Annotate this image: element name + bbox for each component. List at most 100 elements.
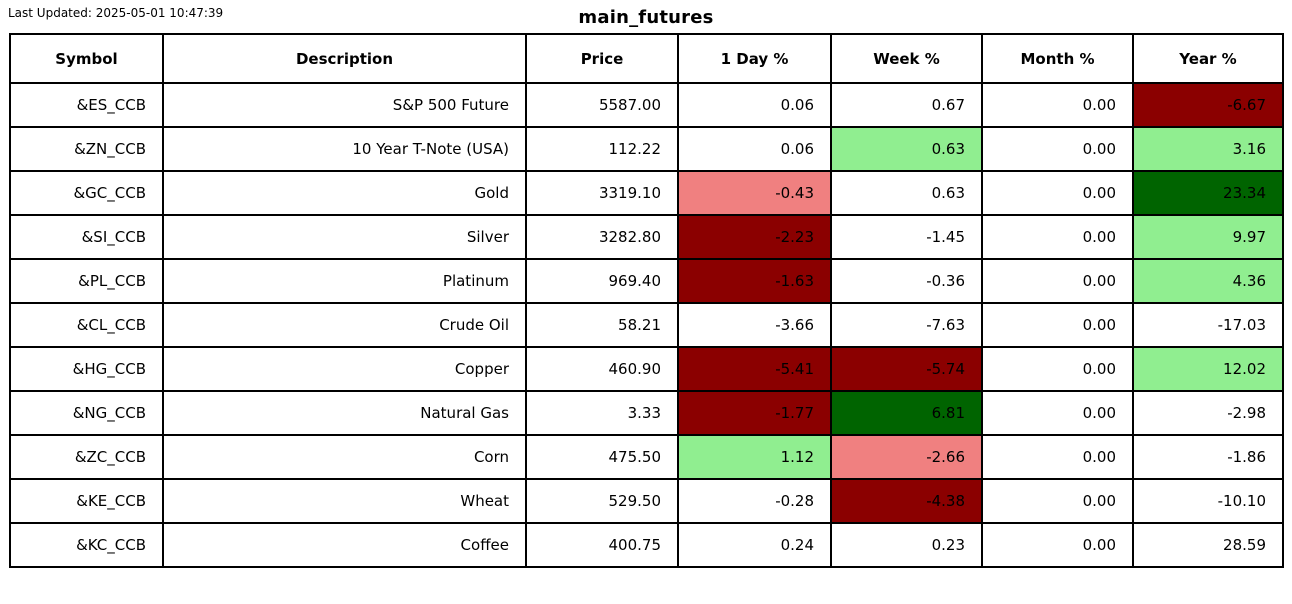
cell-day-pct: -2.23 [677,214,832,260]
cell-week-pct: -4.38 [830,478,983,524]
cell-symbol: &KE_CCB [9,478,164,524]
column-header-symbol: Symbol [9,33,164,84]
futures-table: Symbol Description Price 1 Day % Week % … [9,33,1284,568]
cell-week-pct: -5.74 [830,346,983,392]
cell-description: Platinum [162,258,527,304]
cell-day-pct: 1.12 [677,434,832,480]
cell-price: 3282.80 [525,214,679,260]
cell-month-pct: 0.00 [981,478,1134,524]
cell-description: 10 Year T-Note (USA) [162,126,527,172]
cell-month-pct: 0.00 [981,126,1134,172]
table-header: Symbol Description Price 1 Day % Week % … [9,33,1284,84]
topbar: Last Updated: 2025-05-01 10:47:39 main_f… [0,0,1292,33]
cell-year-pct: -2.98 [1132,390,1284,436]
column-header-day-pct: 1 Day % [677,33,832,84]
cell-day-pct: -3.66 [677,302,832,348]
cell-description: S&P 500 Future [162,82,527,128]
column-header-description: Description [162,33,527,84]
cell-day-pct: -1.63 [677,258,832,304]
cell-month-pct: 0.00 [981,346,1134,392]
cell-price: 5587.00 [525,82,679,128]
cell-month-pct: 0.00 [981,214,1134,260]
cell-symbol: &ZC_CCB [9,434,164,480]
cell-month-pct: 0.00 [981,434,1134,480]
cell-price: 58.21 [525,302,679,348]
cell-week-pct: 0.63 [830,126,983,172]
cell-month-pct: 0.00 [981,82,1134,128]
cell-year-pct: -10.10 [1132,478,1284,524]
cell-year-pct: 9.97 [1132,214,1284,260]
column-header-week-pct: Week % [830,33,983,84]
cell-description: Corn [162,434,527,480]
cell-day-pct: 0.24 [677,522,832,568]
cell-week-pct: -0.36 [830,258,983,304]
last-updated-label: Last Updated: 2025-05-01 10:47:39 [8,6,224,20]
cell-week-pct: 0.63 [830,170,983,216]
table-row: &KE_CCB Wheat 529.50 -0.28 -4.38 0.00 -10.10 [9,478,1284,524]
table-row: &ZN_CCB 10 Year T-Note (USA) 112.22 0.06 0.6… [9,126,1284,172]
cell-price: 400.75 [525,522,679,568]
table-row: &GC_CCB Gold 3319.10 -0.43 0.63 0.00 23.34 [9,170,1284,216]
cell-symbol: &ZN_CCB [9,126,164,172]
table-row: &KC_CCB Coffee 400.75 0.24 0.23 0.00 28.59 [9,522,1284,568]
cell-symbol: &NG_CCB [9,390,164,436]
table-row: &CL_CCB Crude Oil 58.21 -3.66 -7.63 0.00 -17.0… [9,302,1284,348]
cell-day-pct: -1.77 [677,390,832,436]
cell-price: 529.50 [525,478,679,524]
cell-symbol: &SI_CCB [9,214,164,260]
table-row: &ZC_CCB Corn 475.50 1.12 -2.66 0.00 -1.86 [9,434,1284,480]
cell-description: Coffee [162,522,527,568]
page-title: main_futures [578,7,714,28]
cell-month-pct: 0.00 [981,390,1134,436]
cell-price: 3.33 [525,390,679,436]
header-row: Symbol Description Price 1 Day % Week % … [9,33,1284,84]
cell-description: Wheat [162,478,527,524]
cell-week-pct: -7.63 [830,302,983,348]
cell-year-pct: 23.34 [1132,170,1284,216]
column-header-year-pct: Year % [1132,33,1284,84]
cell-description: Gold [162,170,527,216]
cell-year-pct: -17.03 [1132,302,1284,348]
cell-year-pct: 3.16 [1132,126,1284,172]
cell-description: Copper [162,346,527,392]
cell-price: 112.22 [525,126,679,172]
cell-week-pct: -1.45 [830,214,983,260]
cell-price: 3319.10 [525,170,679,216]
table-row: &ES_CCB S&P 500 Future 5587.00 0.06 0.67 0.00… [9,82,1284,128]
cell-year-pct: -1.86 [1132,434,1284,480]
cell-week-pct: 6.81 [830,390,983,436]
column-header-price: Price [525,33,679,84]
column-header-month-pct: Month % [981,33,1134,84]
table-body: &ES_CCB S&P 500 Future 5587.00 0.06 0.67 0.00… [9,82,1284,568]
cell-year-pct: 28.59 [1132,522,1284,568]
cell-description: Crude Oil [162,302,527,348]
cell-month-pct: 0.00 [981,258,1134,304]
cell-symbol: &PL_CCB [9,258,164,304]
cell-month-pct: 0.00 [981,302,1134,348]
cell-day-pct: -5.41 [677,346,832,392]
cell-price: 969.40 [525,258,679,304]
cell-symbol: &CL_CCB [9,302,164,348]
cell-symbol: &GC_CCB [9,170,164,216]
table-row: &HG_CCB Copper 460.90 -5.41 -5.74 0.00 12.02 [9,346,1284,392]
cell-symbol: &ES_CCB [9,82,164,128]
cell-day-pct: 0.06 [677,82,832,128]
cell-day-pct: -0.28 [677,478,832,524]
cell-year-pct: 12.02 [1132,346,1284,392]
cell-symbol: &HG_CCB [9,346,164,392]
cell-symbol: &KC_CCB [9,522,164,568]
cell-description: Silver [162,214,527,260]
cell-price: 475.50 [525,434,679,480]
cell-week-pct: 0.23 [830,522,983,568]
cell-month-pct: 0.00 [981,522,1134,568]
cell-day-pct: 0.06 [677,126,832,172]
table-row: &NG_CCB Natural Gas 3.33 -1.77 6.81 0.00 -2.98 [9,390,1284,436]
cell-month-pct: 0.00 [981,170,1134,216]
cell-description: Natural Gas [162,390,527,436]
cell-price: 460.90 [525,346,679,392]
cell-year-pct: 4.36 [1132,258,1284,304]
table-row: &PL_CCB Platinum 969.40 -1.63 -0.36 0.00 4.36 [9,258,1284,304]
cell-week-pct: 0.67 [830,82,983,128]
table-row: &SI_CCB Silver 3282.80 -2.23 -1.45 0.00 9.97 [9,214,1284,260]
